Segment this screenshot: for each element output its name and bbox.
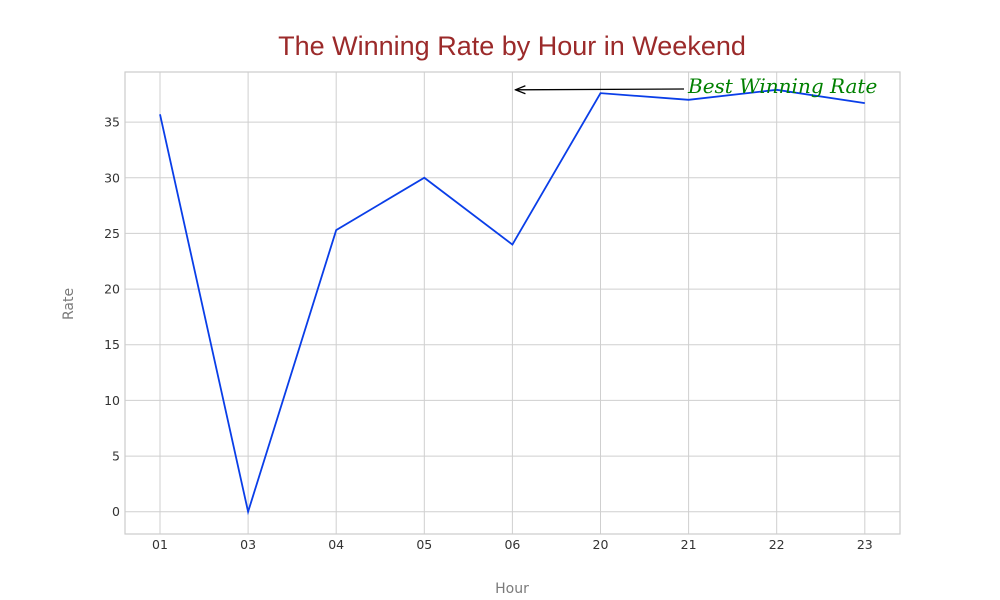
y-tick-label: 35 [104, 115, 120, 130]
chart-title: The Winning Rate by Hour in Weekend [278, 31, 746, 61]
x-tick-label: 05 [416, 537, 432, 552]
y-tick-label: 5 [112, 449, 120, 464]
series-line [159, 88, 865, 516]
y-tick-label: 15 [104, 337, 120, 352]
x-tick-label: 22 [769, 537, 785, 552]
y-tick-label: 20 [104, 282, 120, 297]
y-tick-label: 25 [104, 226, 120, 241]
x-tick-label: 04 [328, 537, 344, 552]
x-axis-ticks: 01 03 04 05 06 20 21 22 23 [152, 537, 873, 552]
x-axis-label: Hour [495, 581, 529, 597]
y-tick-label: 10 [104, 393, 120, 408]
x-tick-label: 21 [681, 537, 697, 552]
grid-lines [125, 72, 900, 534]
x-tick-label: 23 [857, 537, 873, 552]
plot-frame [124, 71, 901, 535]
x-tick-label: 03 [240, 537, 256, 552]
x-tick-label: 20 [593, 537, 609, 552]
annotation-arrow [515, 89, 685, 90]
series-layer [159, 88, 865, 516]
y-tick-label: 30 [104, 170, 120, 185]
x-tick-label: 06 [504, 537, 520, 552]
annotation-label: Best Winning Rate [687, 74, 877, 98]
y-axis-label: Rate [61, 288, 77, 320]
y-tick-label: 0 [112, 504, 120, 519]
x-tick-label: 01 [152, 537, 168, 552]
y-axis-ticks: 0 5 10 15 20 25 30 35 [104, 115, 120, 520]
